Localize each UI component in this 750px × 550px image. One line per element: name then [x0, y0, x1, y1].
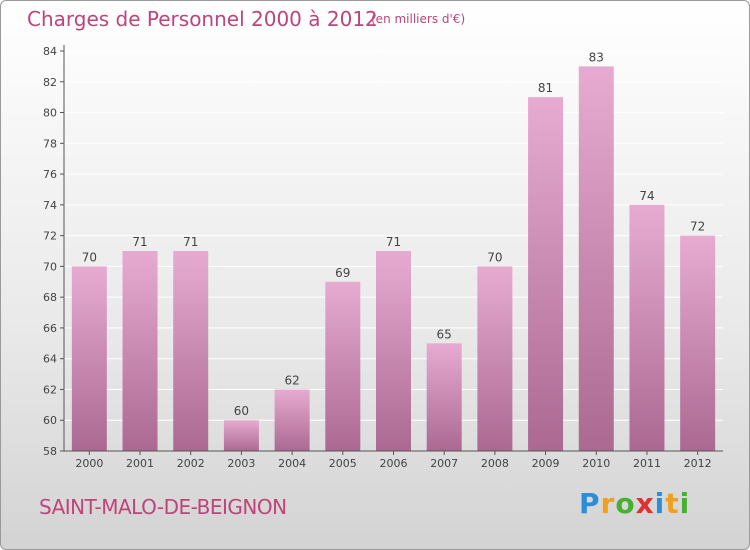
bar: [680, 235, 716, 451]
x-tick-label: 2002: [177, 457, 205, 470]
logo-letter: i: [654, 487, 666, 520]
logo-letter: r: [600, 487, 616, 520]
chart-subtitle: (en milliers d'€): [371, 12, 466, 26]
y-tick-label: 64: [43, 353, 57, 366]
data-label: 70: [82, 250, 97, 264]
x-tick-label: 2012: [684, 457, 712, 470]
data-label: 65: [437, 327, 452, 341]
y-tick-label: 62: [43, 383, 57, 396]
x-tick-label: 2003: [227, 457, 255, 470]
data-label: 62: [284, 373, 299, 387]
bar: [528, 97, 564, 452]
bar: [325, 281, 361, 451]
y-tick-label: 60: [43, 414, 57, 427]
bar: [71, 266, 107, 451]
logo-letter: o: [615, 487, 636, 520]
data-label: 71: [132, 235, 147, 249]
logo-letter: x: [635, 487, 655, 520]
y-tick-label: 84: [43, 45, 57, 58]
bar: [173, 251, 209, 451]
x-tick-label: 2011: [633, 457, 661, 470]
data-label: 71: [386, 235, 401, 249]
bar: [376, 251, 411, 451]
x-tick-label: 2005: [329, 457, 357, 470]
bar: [122, 251, 158, 451]
bars: [71, 66, 716, 452]
data-label: 74: [639, 189, 654, 203]
x-tick-label: 2010: [582, 457, 610, 470]
bar: [274, 389, 310, 451]
data-label: 71: [183, 235, 198, 249]
y-tick-label: 68: [43, 291, 57, 304]
data-label: 72: [690, 220, 705, 234]
y-tick-label: 80: [43, 107, 57, 120]
chart-title: Charges de Personnel 2000 à 2012: [27, 7, 378, 31]
y-tick-label: 58: [43, 445, 57, 458]
bar: [477, 266, 513, 451]
data-label: 81: [538, 81, 553, 95]
y-tick-label: 66: [43, 322, 57, 335]
y-tick-label: 72: [43, 230, 57, 243]
x-tick-label: 2009: [532, 457, 560, 470]
x-tick-label: 2001: [126, 457, 154, 470]
logo-letter: t: [665, 487, 680, 520]
y-tick-label: 78: [43, 137, 57, 150]
y-tick-label: 70: [43, 260, 57, 273]
bar: [426, 343, 462, 451]
data-label: 60: [234, 404, 249, 418]
logo-letter: i: [679, 487, 691, 520]
axes: 58 60 62 64 66 68 70 72 74 76 78 80 82 84 2000 2001 2002…: [43, 45, 723, 470]
x-tick-label: 2004: [278, 457, 306, 470]
proxiti-logo: Proxiti: [579, 487, 690, 520]
logo-letter: P: [579, 487, 601, 520]
bar: [578, 66, 614, 451]
data-label: 70: [487, 250, 502, 264]
y-tick-label: 76: [43, 168, 57, 181]
y-tick-label: 74: [43, 199, 57, 212]
x-tick-label: 2000: [75, 457, 103, 470]
data-label: 69: [335, 266, 350, 280]
data-labels: 70 71 71 60 62 69 71 65 70 81 83 74 72: [82, 50, 706, 418]
x-tick-label: 2006: [380, 457, 408, 470]
bar: [629, 204, 665, 451]
bar: [223, 420, 259, 451]
data-label: 83: [589, 50, 604, 64]
commune-name: SAINT-MALO-DE-BEIGNON: [39, 495, 287, 519]
x-tick-label: 2008: [481, 457, 509, 470]
x-tick-label: 2007: [430, 457, 458, 470]
y-tick-label: 82: [43, 76, 57, 89]
